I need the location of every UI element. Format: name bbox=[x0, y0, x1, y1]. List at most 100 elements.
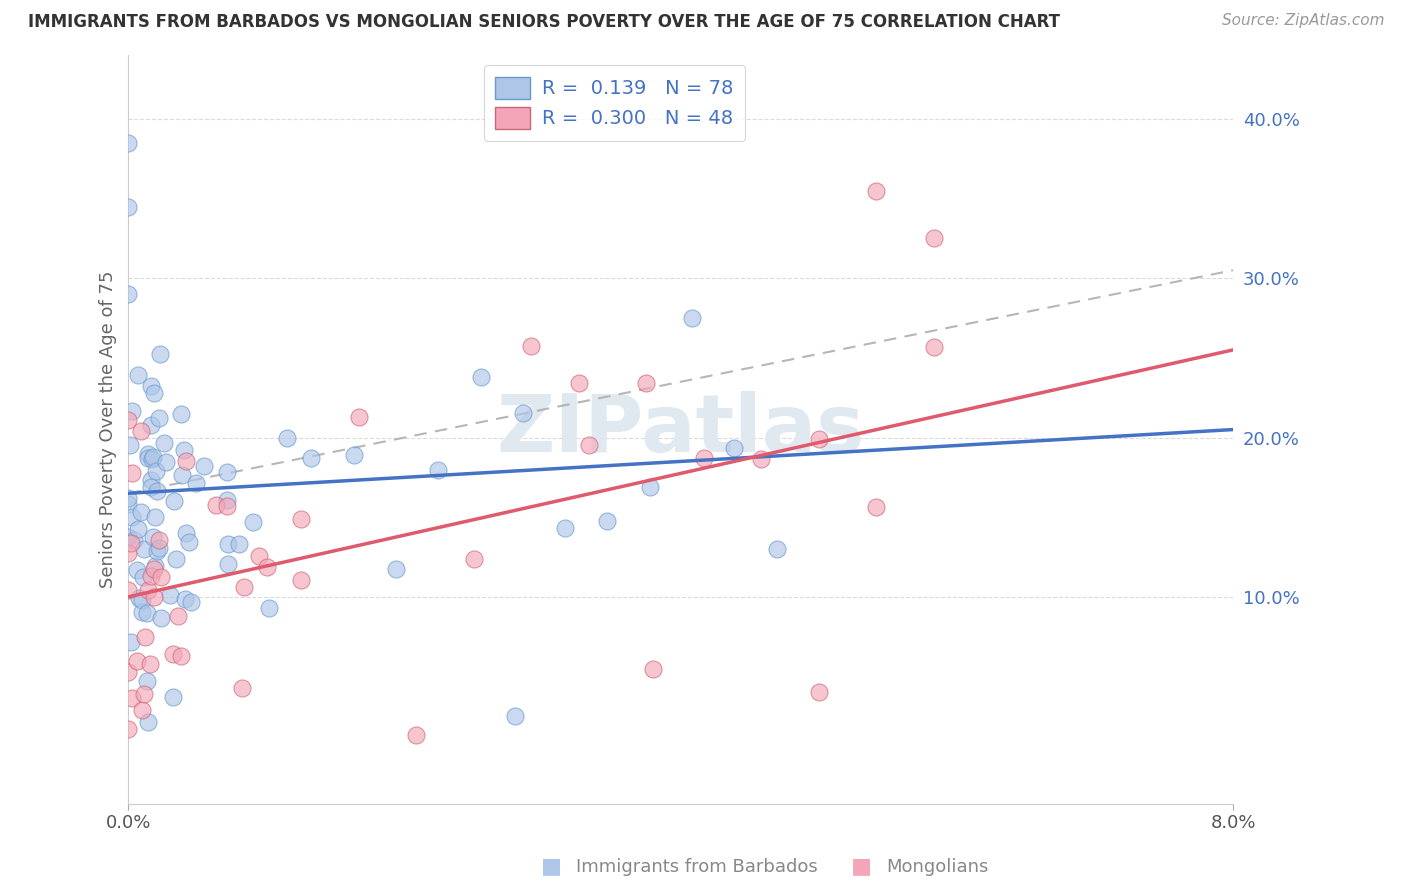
Point bbox=[922, 231, 945, 245]
Point bbox=[217, 500, 239, 514]
Point bbox=[131, 605, 153, 619]
Point bbox=[117, 491, 139, 505]
Point bbox=[276, 431, 298, 445]
Point bbox=[343, 448, 366, 462]
Text: Immigrants from Barbados: Immigrants from Barbados bbox=[576, 858, 818, 876]
Point bbox=[347, 409, 370, 424]
Point bbox=[141, 417, 163, 432]
Point bbox=[117, 136, 139, 150]
Point bbox=[385, 562, 408, 576]
Point bbox=[142, 591, 165, 605]
Point bbox=[807, 432, 830, 446]
Point bbox=[503, 709, 526, 723]
Point bbox=[125, 562, 148, 576]
Y-axis label: Seniors Poverty Over the Age of 75: Seniors Poverty Over the Age of 75 bbox=[100, 271, 117, 589]
Point bbox=[149, 347, 172, 361]
Point bbox=[242, 515, 264, 529]
Point bbox=[231, 681, 253, 695]
Point bbox=[117, 582, 139, 597]
Point bbox=[162, 690, 184, 704]
Point bbox=[132, 687, 155, 701]
Point bbox=[136, 582, 159, 597]
Point bbox=[131, 569, 153, 583]
Point bbox=[142, 450, 165, 465]
Legend: R =  0.139   N = 78, R =  0.300   N = 48: R = 0.139 N = 78, R = 0.300 N = 48 bbox=[484, 65, 745, 141]
Point bbox=[146, 484, 169, 499]
Point bbox=[131, 593, 153, 607]
Point bbox=[134, 630, 156, 644]
Point bbox=[142, 386, 165, 401]
Point bbox=[142, 561, 165, 575]
Point bbox=[749, 452, 772, 467]
Point bbox=[922, 340, 945, 354]
Point bbox=[127, 368, 149, 383]
Point bbox=[173, 592, 195, 607]
Point bbox=[163, 494, 186, 508]
Point bbox=[638, 480, 661, 494]
Point bbox=[129, 424, 152, 438]
Point bbox=[141, 452, 163, 467]
Point bbox=[166, 609, 188, 624]
Point bbox=[117, 200, 139, 214]
Point bbox=[807, 685, 830, 699]
Point bbox=[463, 551, 485, 566]
Point bbox=[765, 542, 787, 557]
Point bbox=[127, 522, 149, 536]
Point bbox=[165, 552, 187, 566]
Point bbox=[139, 569, 162, 583]
Point bbox=[228, 537, 250, 551]
Point bbox=[148, 411, 170, 425]
Point bbox=[636, 376, 658, 390]
Point bbox=[159, 587, 181, 601]
Point bbox=[155, 454, 177, 468]
Point bbox=[136, 447, 159, 461]
Point bbox=[146, 544, 169, 558]
Point bbox=[215, 492, 238, 507]
Point bbox=[174, 453, 197, 467]
Point bbox=[693, 450, 716, 465]
Point bbox=[143, 559, 166, 574]
Point bbox=[125, 654, 148, 668]
Point bbox=[120, 536, 142, 550]
Point bbox=[150, 610, 173, 624]
Point bbox=[121, 404, 143, 418]
Point bbox=[117, 530, 139, 544]
Point bbox=[117, 546, 139, 560]
Point bbox=[184, 475, 207, 490]
Point bbox=[131, 703, 153, 717]
Point bbox=[138, 715, 160, 730]
Point bbox=[139, 378, 162, 392]
Point bbox=[121, 509, 143, 524]
Point bbox=[145, 464, 167, 478]
Point bbox=[299, 451, 322, 466]
Point bbox=[247, 549, 270, 563]
Text: ZIPatlas: ZIPatlas bbox=[496, 391, 865, 468]
Point bbox=[596, 514, 619, 528]
Point bbox=[405, 728, 427, 742]
Point bbox=[131, 505, 153, 519]
Point bbox=[138, 657, 160, 672]
Point bbox=[520, 339, 543, 353]
Point bbox=[117, 412, 139, 426]
Point bbox=[217, 536, 239, 550]
Point bbox=[290, 512, 312, 526]
Point bbox=[177, 535, 200, 549]
Point bbox=[170, 468, 193, 483]
Point bbox=[142, 530, 165, 544]
Point bbox=[136, 450, 159, 465]
Point bbox=[180, 595, 202, 609]
Point bbox=[169, 648, 191, 663]
Point bbox=[148, 541, 170, 555]
Text: ■: ■ bbox=[851, 856, 872, 876]
Point bbox=[117, 287, 139, 301]
Point bbox=[148, 533, 170, 547]
Point bbox=[117, 665, 139, 679]
Point bbox=[117, 722, 139, 736]
Point bbox=[215, 465, 238, 479]
Point bbox=[723, 441, 745, 455]
Text: IMMIGRANTS FROM BARBADOS VS MONGOLIAN SENIORS POVERTY OVER THE AGE OF 75 CORRELA: IMMIGRANTS FROM BARBADOS VS MONGOLIAN SE… bbox=[28, 13, 1060, 31]
Point bbox=[512, 406, 534, 420]
Point bbox=[128, 591, 150, 606]
Point bbox=[232, 580, 254, 594]
Point bbox=[162, 647, 184, 661]
